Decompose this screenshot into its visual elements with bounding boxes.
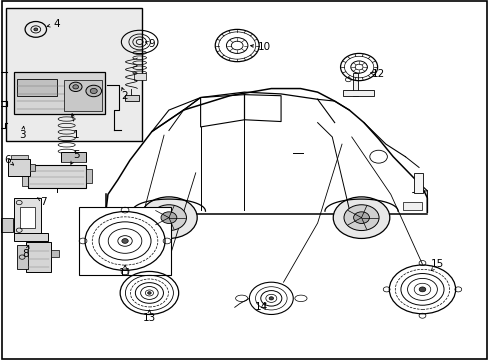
Text: 3: 3 (20, 130, 26, 140)
Text: 15: 15 (430, 259, 443, 269)
Bar (0, 219, 13, 232)
Bar (402, 202, 422, 211)
Bar (86, 170, 92, 183)
Bar (30, 164, 35, 171)
Circle shape (86, 85, 102, 97)
Bar (17, 246, 28, 269)
Circle shape (73, 85, 79, 89)
Bar (27, 165, 86, 188)
Text: 7: 7 (40, 197, 47, 207)
Bar (8, 159, 30, 176)
Text: 4: 4 (53, 19, 60, 29)
Circle shape (161, 212, 177, 224)
Bar (21, 167, 27, 186)
Circle shape (122, 239, 128, 243)
Bar (17, 79, 57, 96)
Bar (125, 95, 139, 101)
Bar (343, 90, 373, 96)
Circle shape (343, 205, 378, 230)
Bar (14, 198, 41, 234)
Bar (352, 73, 357, 96)
Text: 6: 6 (5, 155, 11, 165)
Bar (11, 154, 28, 159)
Circle shape (332, 197, 389, 238)
Text: 11: 11 (118, 268, 131, 278)
Bar (14, 72, 104, 114)
Text: 10: 10 (257, 42, 270, 52)
Text: 2: 2 (122, 91, 128, 101)
Bar (14, 233, 48, 241)
Text: 14: 14 (254, 302, 267, 312)
Text: 12: 12 (371, 69, 385, 79)
Text: 9: 9 (148, 40, 155, 49)
Bar (26, 242, 51, 273)
Bar (51, 250, 59, 257)
Circle shape (147, 292, 151, 294)
Bar (134, 73, 145, 80)
Circle shape (90, 89, 97, 94)
Bar (64, 80, 102, 111)
Circle shape (418, 287, 425, 292)
Bar (5, 8, 142, 140)
Text: 5: 5 (73, 150, 80, 160)
Bar (413, 173, 422, 193)
Circle shape (268, 297, 273, 300)
Circle shape (353, 212, 369, 224)
Bar (79, 207, 171, 275)
Text: 13: 13 (142, 313, 156, 323)
Circle shape (141, 197, 197, 238)
Bar (61, 152, 85, 162)
Text: 8: 8 (22, 248, 29, 258)
Circle shape (151, 205, 186, 230)
Text: 1: 1 (73, 130, 80, 140)
Circle shape (69, 82, 82, 91)
Circle shape (34, 28, 38, 31)
Bar (20, 207, 35, 228)
